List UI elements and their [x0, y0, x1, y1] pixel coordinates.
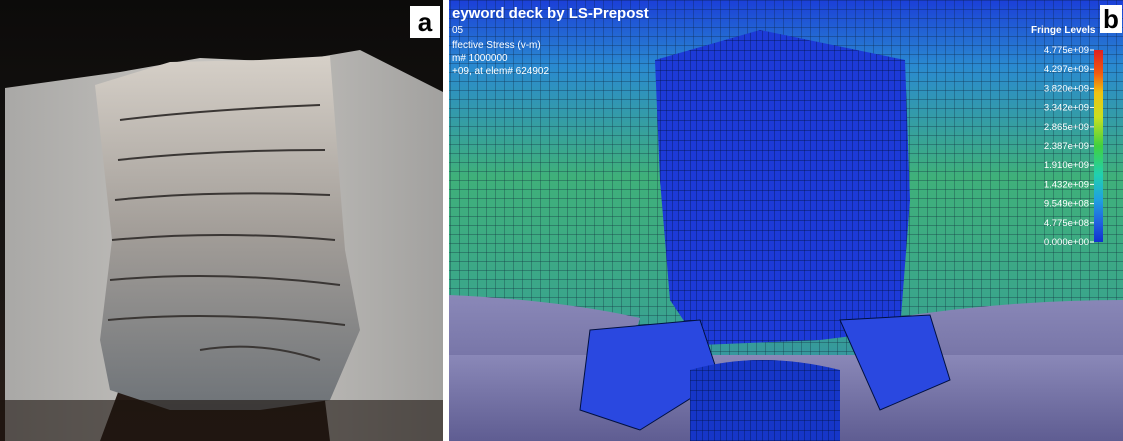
panel-label: b: [1103, 4, 1119, 34]
legend-level: 1.910e+09: [1044, 160, 1089, 171]
header-line: m# 1000000: [452, 53, 508, 64]
legend-level: 9.549e+08: [1044, 199, 1089, 210]
panel-b: eyword deck by LS-Prepost 05 ffective St…: [449, 0, 1123, 441]
legend-level: 1.432e+09: [1044, 179, 1089, 190]
header-line: 05: [452, 25, 464, 36]
legend-level: 4.775e+08: [1044, 218, 1089, 229]
legend-title: Fringe Levels: [1031, 25, 1096, 36]
legend-level: 4.297e+09: [1044, 64, 1089, 75]
header-title: eyword deck by LS-Prepost: [452, 5, 649, 22]
panel-label: a: [418, 7, 433, 37]
header-line: +09, at elem# 624902: [452, 66, 549, 77]
deformed-mesh: [655, 30, 910, 345]
header-line: ffective Stress (v-m): [452, 40, 541, 51]
panel-a: a: [0, 0, 443, 441]
figure: a eyword deck by LS-Prepost 05 ffective …: [0, 0, 1123, 441]
projectile-mesh: [690, 360, 840, 441]
legend-level: 0.000e+00: [1044, 237, 1089, 248]
color-bar: [1094, 50, 1103, 242]
legend-level: 3.342e+09: [1044, 103, 1089, 114]
legend-level: 2.865e+09: [1044, 122, 1089, 133]
table-edge: [0, 400, 443, 441]
legend-level: 4.775e+09: [1044, 45, 1089, 56]
legend-level: 2.387e+09: [1044, 141, 1089, 152]
legend-level: 3.820e+09: [1044, 83, 1089, 94]
